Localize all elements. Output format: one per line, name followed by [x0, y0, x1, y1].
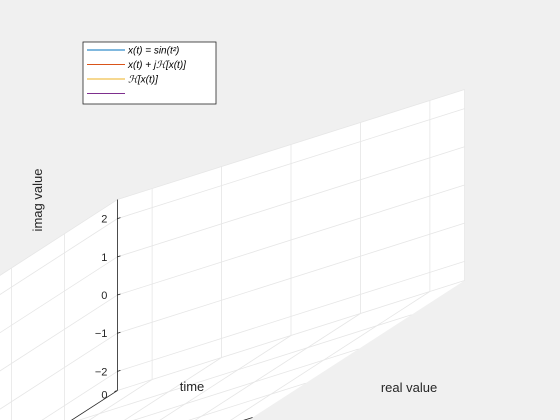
z-tick-mark	[117, 331, 121, 334]
z-tick-mark	[117, 217, 121, 220]
grid-line-y-floor	[78, 314, 412, 420]
legend: x(t) = sin(t²) x(t) + jℋ[x(t)] ℋ[x(t)]	[82, 41, 217, 105]
grid-line-z-back	[117, 184, 465, 296]
z-tick-mark	[117, 370, 121, 372]
axes-lines	[71, 199, 253, 420]
z-tick-label: 2	[101, 214, 107, 226]
grid-line-z-back	[117, 222, 465, 334]
grid-line-z-back	[117, 146, 465, 258]
z-tick-label: 1	[101, 252, 107, 264]
left-wall-pane	[0, 199, 118, 420]
grid-line-z-back	[117, 108, 465, 220]
legend-entry-label: x(t) + jℋ[x(t)]	[127, 60, 186, 71]
y-axis-label: time	[180, 379, 205, 394]
z-tick-label: −2	[95, 366, 108, 378]
x-axis-label: real value	[381, 380, 437, 395]
y-tick-mark	[114, 390, 118, 392]
grid-line-z-left	[0, 256, 118, 334]
legend-entry-label: x(t) = sin(t²)	[127, 46, 179, 57]
grid-line-y-floor	[133, 348, 359, 420]
grid-line-y-floor	[188, 382, 306, 420]
grid-line-y-floor	[117, 280, 465, 391]
grid-line-z-left	[41, 371, 118, 420]
grid-line-z-left	[0, 218, 118, 295]
z-axis-label: imag value	[30, 169, 45, 232]
y-axis-line	[71, 390, 118, 420]
grid-line-z-left	[0, 332, 118, 410]
box-edge	[0, 199, 118, 276]
box-edge	[117, 89, 465, 200]
z-tick-label: −1	[95, 328, 108, 340]
legend-entry-label: ℋ[x(t)]	[128, 75, 158, 86]
grid-line-x-floor	[88, 379, 153, 420]
grid-line-x-floor	[124, 357, 222, 420]
grid-line-z-back	[117, 260, 465, 372]
y-tick-label: 0	[101, 390, 107, 402]
z-tick-mark	[117, 255, 121, 258]
z-tick-mark	[117, 293, 121, 296]
z-tick-label: 0	[101, 290, 107, 302]
axes-back-panes	[0, 89, 465, 420]
grid-line-z-left	[0, 294, 118, 372]
